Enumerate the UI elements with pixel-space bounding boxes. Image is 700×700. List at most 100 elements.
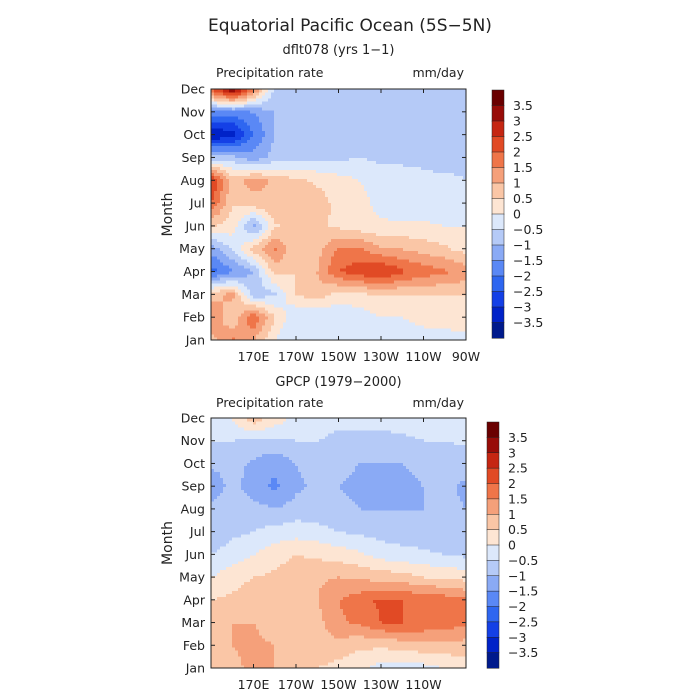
heatmap-cell xyxy=(223,271,227,275)
heatmap-cell xyxy=(385,193,389,197)
heatmap-cell xyxy=(367,295,371,299)
heatmap-cell xyxy=(424,277,428,281)
heatmap-cell xyxy=(457,289,461,293)
heatmap-cell xyxy=(274,277,278,281)
heatmap-cell xyxy=(337,187,341,191)
heatmap-cell xyxy=(394,286,398,290)
heatmap-cell xyxy=(244,271,248,275)
heatmap-cell xyxy=(415,196,419,200)
heatmap-cell xyxy=(286,292,290,296)
heatmap-cell xyxy=(364,169,368,174)
heatmap-cell xyxy=(412,307,416,311)
heatmap-cell xyxy=(442,277,446,281)
heatmap-cell xyxy=(232,187,236,191)
heatmap-cell xyxy=(367,274,371,278)
heatmap-cell xyxy=(331,238,335,242)
heatmap-cell xyxy=(355,223,359,227)
heatmap-cell xyxy=(313,316,317,320)
heatmap-cell xyxy=(346,181,350,186)
heatmap-cell xyxy=(379,232,383,236)
heatmap-cell xyxy=(295,193,299,197)
heatmap-cell xyxy=(250,310,254,314)
heatmap-cell xyxy=(301,304,305,308)
heatmap-cell xyxy=(352,178,356,183)
heatmap-cell xyxy=(379,289,383,293)
heatmap-cell xyxy=(388,331,392,335)
heatmap-cell xyxy=(334,301,338,305)
heatmap-cell xyxy=(289,163,293,168)
heatmap-cell xyxy=(232,334,236,338)
heatmap-cell xyxy=(301,175,305,180)
heatmap-cell xyxy=(301,199,305,203)
heatmap-cell xyxy=(337,232,341,236)
heatmap-cell xyxy=(229,283,233,287)
heatmap-cell xyxy=(421,259,425,263)
heatmap-cell xyxy=(307,250,311,254)
heatmap-cell xyxy=(259,283,263,287)
heatmap-cell xyxy=(238,328,242,332)
heatmap-cell xyxy=(373,235,377,239)
heatmap-cell xyxy=(298,226,302,230)
heatmap-cell xyxy=(433,211,437,215)
heatmap-cell xyxy=(433,268,437,272)
heatmap-cell xyxy=(313,271,317,275)
heatmap-cell xyxy=(250,325,254,329)
heatmap-cell xyxy=(295,196,299,200)
heatmap-cell xyxy=(382,310,386,314)
heatmap-cell xyxy=(442,301,446,305)
heatmap-cell xyxy=(436,265,440,269)
heatmap-cell xyxy=(355,187,359,191)
heatmap-cell xyxy=(328,163,332,168)
heatmap-cell xyxy=(409,238,413,242)
heatmap-cell xyxy=(337,277,341,281)
heatmap-cell xyxy=(349,304,353,308)
heatmap-cell xyxy=(280,319,284,323)
heatmap-cell xyxy=(376,211,380,215)
heatmap-cell xyxy=(223,193,227,197)
heatmap-cell xyxy=(256,313,260,317)
heatmap-cell xyxy=(331,331,335,335)
heatmap-cell xyxy=(262,220,266,224)
heatmap-cell xyxy=(370,193,374,197)
heatmap-cell xyxy=(250,202,254,206)
heatmap-cell xyxy=(388,313,392,317)
heatmap-cell xyxy=(403,280,407,284)
heatmap-cell xyxy=(265,298,269,302)
heatmap-cell xyxy=(460,241,464,245)
heatmap-cell xyxy=(298,229,302,233)
heatmap-cell xyxy=(229,262,233,266)
heatmap-cell xyxy=(241,199,245,203)
heatmap-cell xyxy=(367,310,371,314)
heatmap-cell xyxy=(388,274,392,278)
heatmap-cell xyxy=(445,325,449,329)
heatmap-cell xyxy=(307,172,311,177)
heatmap-cell xyxy=(364,319,368,323)
heatmap-cell xyxy=(442,307,446,311)
heatmap-cell xyxy=(454,256,458,260)
heatmap-cell xyxy=(400,265,404,269)
heatmap-cell xyxy=(256,319,260,323)
heatmap-cell xyxy=(418,199,422,203)
heatmap-cell xyxy=(322,172,326,177)
heatmap-cell xyxy=(280,268,284,272)
heatmap-cell xyxy=(286,250,290,254)
heatmap-cell xyxy=(226,262,230,266)
heatmap-cell xyxy=(238,211,242,215)
heatmap-cell xyxy=(226,334,230,338)
heatmap-cell xyxy=(253,268,257,272)
heatmap-cell xyxy=(463,184,467,189)
heatmap-cell xyxy=(220,337,224,341)
heatmap-cell xyxy=(376,298,380,302)
heatmap-cell xyxy=(220,259,224,263)
heatmap-cell xyxy=(229,220,233,224)
heatmap-cell xyxy=(316,259,320,263)
heatmap-cell xyxy=(361,229,365,233)
heatmap-cell xyxy=(325,268,329,272)
heatmap-cell xyxy=(358,208,362,212)
heatmap-cell xyxy=(253,166,257,171)
heatmap-cell xyxy=(379,283,383,287)
heatmap-cell xyxy=(445,268,449,272)
heatmap-cell xyxy=(241,235,245,239)
heatmap-cell xyxy=(316,289,320,293)
heatmap-cell xyxy=(268,250,272,254)
